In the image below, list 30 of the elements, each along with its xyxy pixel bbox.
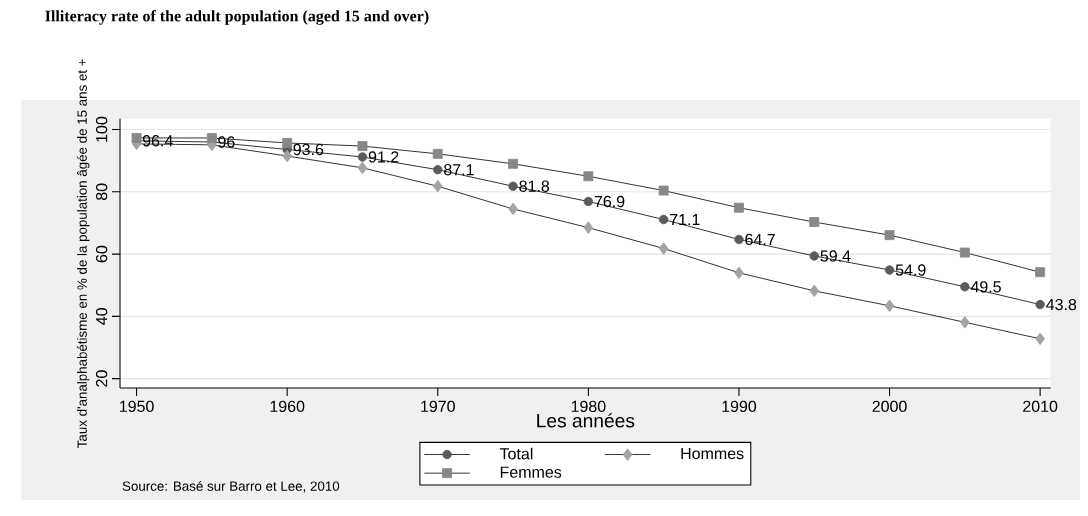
data-label: 54.9 bbox=[895, 264, 926, 276]
data-label: 87.1 bbox=[444, 164, 474, 176]
legend-label: Femmes bbox=[500, 466, 562, 478]
data-label: 64.7 bbox=[745, 233, 775, 246]
x-tick-label: 1970 bbox=[421, 400, 455, 413]
data-label: 76.9 bbox=[594, 195, 625, 208]
y-tick-label: 100 bbox=[95, 116, 108, 142]
data-label: 96.4 bbox=[142, 135, 173, 147]
x-tick-label: 1980 bbox=[571, 400, 606, 413]
legend-label: Hommes bbox=[681, 448, 744, 460]
y-tick-label: 60 bbox=[95, 245, 108, 263]
x-axis-title: Les années bbox=[537, 413, 635, 428]
x-tick-label: 2000 bbox=[872, 400, 907, 413]
legend-label: Total bbox=[499, 447, 533, 460]
y-tick-label: 20 bbox=[95, 370, 108, 387]
data-label: 49.5 bbox=[970, 281, 1001, 293]
x-tick-label: 2010 bbox=[1023, 400, 1058, 413]
data-label: 91.2 bbox=[368, 151, 399, 163]
source-note: Source: Basé sur Barro et Lee, 2010 bbox=[122, 480, 340, 493]
y-axis-title: Taux d'analphabétisme en % de la population âgée de 15 ans et + bbox=[76, 59, 90, 448]
data-label: 43.8 bbox=[1046, 298, 1077, 311]
y-tick-label: 80 bbox=[95, 183, 108, 201]
x-tick-label: 1990 bbox=[722, 400, 757, 413]
chart-title: Illiteracy rate of the adult population (aged 15 and over) bbox=[45, 10, 429, 25]
data-label: 59.4 bbox=[820, 250, 851, 262]
data-label: 81.8 bbox=[519, 180, 550, 192]
data-label: 71.1 bbox=[670, 214, 700, 226]
x-tick-label: 1950 bbox=[119, 400, 154, 413]
y-tick-label: 40 bbox=[95, 308, 108, 325]
x-tick-label: 1960 bbox=[270, 400, 305, 413]
